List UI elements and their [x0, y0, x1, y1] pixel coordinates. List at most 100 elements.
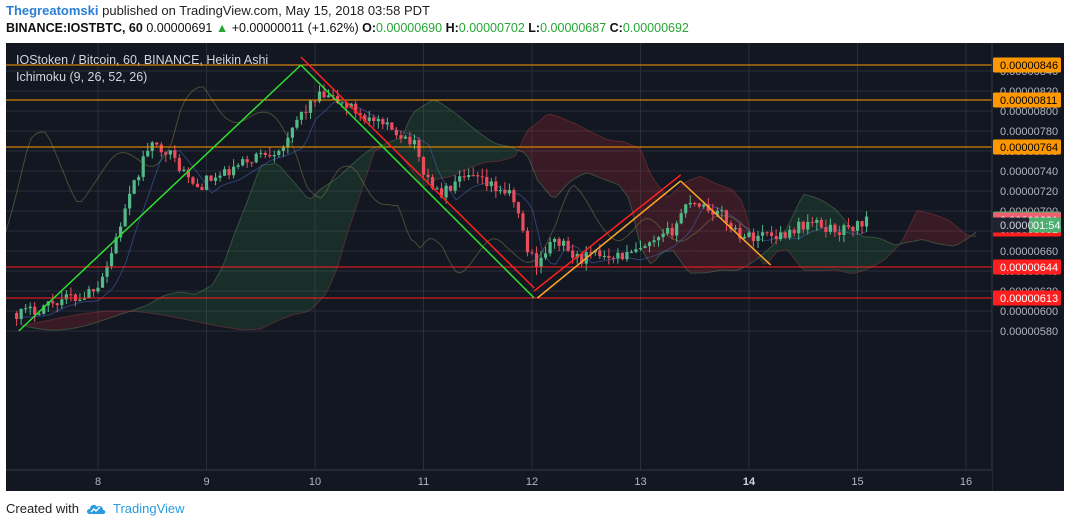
- candle-body-up: [37, 313, 41, 315]
- cloud-segment: [745, 211, 750, 267]
- up-arrow-icon: ▲: [215, 21, 229, 35]
- cloud-segment: [157, 296, 163, 315]
- candle-body-down: [55, 303, 59, 306]
- candle-body-up: [254, 153, 258, 163]
- candle-body-down: [191, 177, 195, 184]
- cloud-segment: [713, 182, 719, 272]
- candle-body-down: [530, 252, 534, 254]
- candle-body-down: [516, 202, 521, 214]
- cloud-segment: [528, 126, 533, 169]
- lagging-span-line: [6, 86, 751, 274]
- cloud-segment: [370, 147, 375, 165]
- cloud-segment: [550, 114, 556, 198]
- cloud-segment: [926, 212, 931, 242]
- candle-body-down: [354, 103, 358, 114]
- candle-body-up: [241, 159, 245, 166]
- candle-body-up: [403, 136, 408, 139]
- horizontal-levels: [6, 64, 992, 299]
- price-chart[interactable]: 0.000005800.000006000.000006200.00000640…: [6, 43, 1064, 491]
- cloud-segment: [600, 136, 606, 180]
- cloud-segment: [573, 123, 579, 180]
- time-axis-label: 13: [634, 476, 646, 488]
- candle-body-down: [399, 135, 403, 139]
- candle-body-down: [580, 253, 584, 264]
- candle-body-up: [349, 103, 353, 108]
- trend-lines: [18, 56, 772, 332]
- candle-body-up: [119, 226, 123, 238]
- time-axis-label: 9: [203, 476, 209, 488]
- cloud-segment: [230, 233, 235, 329]
- cloud-segment: [578, 125, 583, 177]
- cloud-segment: [921, 211, 927, 241]
- cloud-segment: [890, 242, 895, 255]
- price-axis-label: 0.00000720: [1000, 186, 1058, 198]
- ichimoku-cloud: [21, 99, 977, 331]
- cloud-segment: [130, 309, 136, 312]
- candle-body-down: [336, 96, 340, 103]
- candle-body-up: [60, 299, 64, 306]
- candle-body-down: [693, 202, 697, 204]
- cloud-segment: [293, 181, 298, 315]
- candle-body-down: [801, 221, 805, 230]
- candle-body-down: [503, 190, 507, 194]
- candle-body-up: [666, 227, 670, 234]
- cloud-segment: [505, 145, 511, 160]
- candle-body-up: [602, 255, 606, 257]
- cloud-segment: [795, 201, 800, 266]
- cloud-segment: [686, 179, 692, 274]
- price-tag-label: 0.00000613: [1000, 293, 1058, 305]
- indicator-label: Ichimoku (9, 26, 52, 26): [16, 70, 147, 84]
- price-tag-label: 0.00000846: [1000, 60, 1058, 72]
- candle-body-up: [842, 225, 846, 235]
- symbol-bar: BINANCE:IOSTBTC, 60 0.00000691 ▲ +0.0000…: [6, 21, 689, 35]
- cloud-segment: [270, 163, 276, 325]
- candle-body-down: [408, 136, 412, 145]
- price-axis-label: 0.00000660: [1000, 246, 1058, 258]
- price-tag: [993, 92, 1061, 108]
- price-tag: [993, 259, 1061, 275]
- candle-body-up: [539, 257, 543, 268]
- candle-body-up: [232, 166, 236, 176]
- time-axis[interactable]: 8 9 10 11 12 13 14 15 16: [95, 476, 972, 488]
- high-value: 0.00000702: [458, 21, 525, 35]
- candle-body-up: [259, 152, 263, 154]
- tradingview-link[interactable]: TradingView: [85, 501, 185, 516]
- footer: Created with TradingView: [6, 501, 185, 516]
- time-axis-background: [6, 470, 992, 491]
- candle-body-up: [675, 223, 679, 236]
- candle-body-down: [69, 294, 73, 296]
- cloud-segment: [894, 244, 900, 250]
- cloud-segment: [26, 323, 32, 328]
- candle-body-up: [453, 181, 457, 191]
- time-axis-label: 15: [851, 476, 863, 488]
- cloud-segment: [284, 171, 289, 319]
- candle-body-up: [281, 147, 285, 151]
- candle-body-up: [720, 210, 724, 212]
- cloud-segment: [627, 143, 633, 212]
- candle-body-down: [177, 157, 181, 171]
- candle-body-up: [679, 213, 683, 224]
- cloud-segment: [71, 314, 77, 329]
- candle-body-down: [476, 175, 480, 177]
- candle-body-up: [100, 276, 105, 288]
- candle-body-down: [173, 150, 177, 158]
- candle-body-up: [638, 247, 643, 250]
- cloud-segment: [944, 218, 949, 246]
- candle-body-up: [756, 235, 760, 241]
- cloud-segment: [614, 140, 619, 185]
- candle-body-down: [837, 232, 842, 235]
- cloud-segment: [492, 141, 497, 162]
- cloud-segment: [85, 312, 90, 326]
- candle-body-down: [195, 183, 200, 188]
- cloud-segment: [822, 200, 827, 271]
- candle-body-up: [376, 119, 380, 122]
- candle-body-down: [33, 306, 37, 315]
- cloud-segment: [618, 141, 624, 191]
- author-link[interactable]: Thegreatomski: [6, 3, 99, 18]
- candle-body-up: [236, 165, 240, 167]
- cloud-segment: [193, 292, 199, 323]
- tradingview-cloud-icon: [86, 504, 106, 514]
- cloud-segment: [966, 234, 972, 239]
- close-value: 0.00000692: [622, 21, 689, 35]
- candle-body-up: [855, 221, 860, 231]
